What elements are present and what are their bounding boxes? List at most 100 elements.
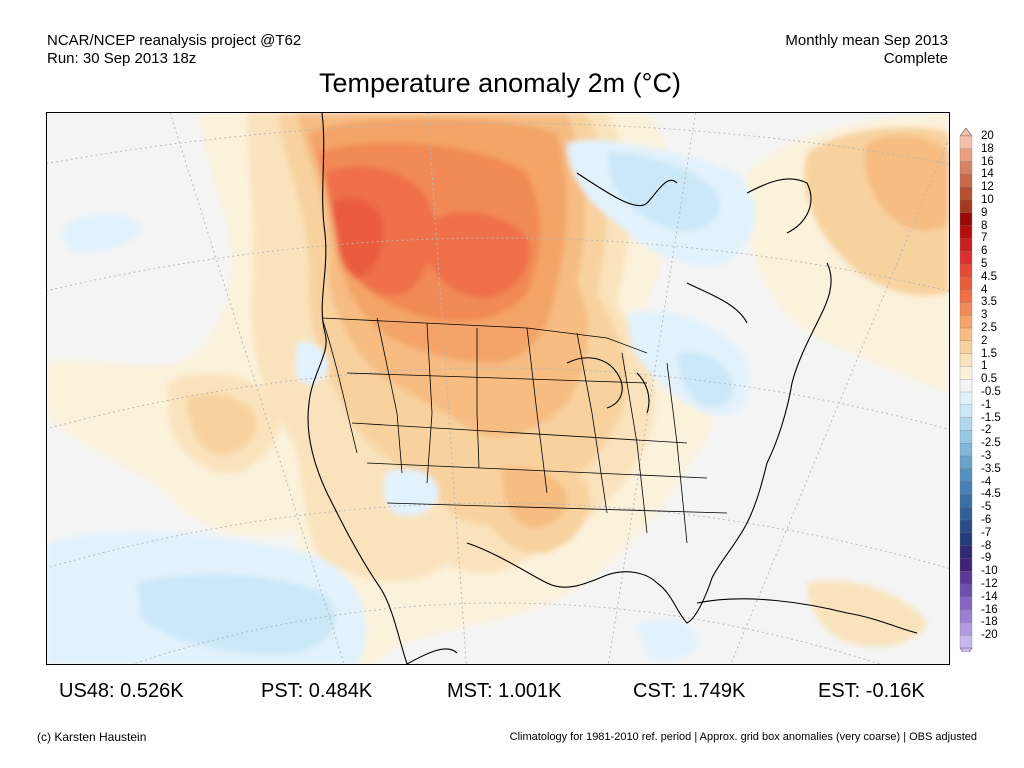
legend-label: 12	[981, 181, 994, 194]
header-right: Monthly mean Sep 2013 Complete	[785, 32, 948, 68]
legend-swatch	[959, 519, 973, 534]
stat-cst: CST: 1.749K	[633, 680, 746, 702]
legend-label: -10	[981, 565, 998, 578]
legend-label: 5	[981, 258, 988, 270]
legend-label: -2.5	[981, 437, 1001, 450]
legend-swatch	[959, 199, 973, 214]
graticule	[47, 113, 949, 664]
legend-label: -4	[981, 475, 992, 488]
legend-label: -4.5	[981, 488, 1001, 501]
legend-label: 9	[981, 206, 988, 219]
legend-label: -1	[981, 398, 992, 411]
legend-swatch	[959, 148, 973, 163]
legend-label: 4	[981, 283, 988, 296]
map-title: Temperature anomaly 2m (°C)	[319, 68, 681, 98]
stat-mst: MST: 1.001K	[447, 680, 562, 702]
cool-area-hudson-2	[607, 153, 720, 232]
legend-swatch	[959, 596, 973, 611]
warm-area-3-5b	[427, 212, 530, 298]
stat-pst: PST: 0.484K	[261, 680, 373, 702]
climatology-note: Climatology for 1981-2010 ref. period | …	[509, 731, 977, 743]
warm-area-pacific-2	[187, 394, 258, 455]
legend-swatch	[959, 417, 973, 431]
legend-label: 1.5	[981, 347, 997, 360]
legend-label: 8	[981, 219, 988, 232]
legend-label: -0.5	[981, 386, 1001, 398]
legend-swatch	[959, 404, 973, 419]
legend-label: 6	[981, 245, 988, 258]
legend-label: 3.5	[981, 296, 997, 309]
legend-swatch	[959, 263, 973, 278]
legend-label: -14	[981, 590, 998, 603]
legend-swatch	[959, 379, 973, 393]
legend-swatch	[959, 225, 973, 239]
legend-swatch	[959, 340, 973, 355]
legend-label: 14	[981, 168, 994, 181]
color-legend: 20 18 16 14 12 10 9 8 7 6 5 4.5 4 3.5 3 2.5 2 1.5 1 0.5 -0.5…	[959, 127, 1019, 657]
warm-area-caribbean	[807, 580, 927, 647]
legend-label: -12	[981, 578, 998, 590]
legend-arrow-bottom	[959, 647, 973, 657]
legend-label: -7	[981, 526, 992, 539]
legend-label: 4.5	[981, 270, 997, 283]
legend-swatch	[959, 532, 973, 547]
legend-swatch	[959, 353, 973, 367]
legend-swatch	[959, 366, 973, 380]
legend-swatch	[959, 212, 973, 227]
warm-area-atlantic-3	[865, 135, 949, 231]
legend-swatch	[959, 481, 973, 495]
legend-label: -2	[981, 424, 992, 437]
legend-swatch	[959, 327, 973, 342]
warm-area-4	[332, 198, 384, 278]
legend-label: 0.5	[981, 373, 997, 386]
legend-swatch	[959, 302, 973, 316]
legend-label: -18	[981, 616, 998, 629]
map-graphic	[47, 113, 949, 664]
legend-swatch	[959, 545, 973, 559]
legend-label: 18	[981, 142, 994, 155]
legend-colorbar	[959, 127, 973, 657]
legend-label: 20	[981, 130, 994, 142]
legend-swatch	[959, 251, 973, 265]
legend-label: -8	[981, 539, 992, 552]
legend-swatch	[959, 174, 973, 188]
cool-area-northeast-2	[677, 352, 734, 407]
status-label: Complete	[883, 50, 948, 67]
legend-label: -3	[981, 450, 992, 462]
legend-swatch	[959, 609, 973, 623]
cool-area-caribbean	[637, 619, 699, 661]
legend-swatch	[959, 315, 973, 329]
warm-area-texas-2	[502, 466, 568, 528]
legend-swatch	[959, 187, 973, 201]
legend-label: 1	[981, 360, 988, 373]
legend-swatch	[959, 583, 973, 598]
run-label: Run: 30 Sep 2013 18z	[47, 50, 197, 67]
legend-swatch	[959, 161, 973, 175]
anomaly-map	[46, 112, 950, 665]
legend-label: -5	[981, 501, 992, 514]
cool-area-west	[295, 342, 328, 385]
legend-swatch	[959, 455, 973, 470]
legend-label: -1.5	[981, 411, 1001, 424]
header-left: NCAR/NCEP reanalysis project @T62 Run: 3…	[47, 32, 301, 68]
legend-label: 2	[981, 334, 988, 347]
legend-swatch	[959, 468, 973, 483]
legend-swatch	[959, 238, 973, 252]
legend-label: -20	[981, 629, 998, 642]
legend-label: -3.5	[981, 462, 1001, 475]
model-label: NCAR/NCEP reanalysis project @T62	[47, 32, 302, 49]
legend-swatch	[959, 571, 973, 585]
period-label: Monthly mean Sep 2013	[785, 32, 948, 49]
cool-area-pacific-nw	[62, 213, 142, 253]
legend-label: 16	[981, 155, 994, 168]
regional-stats: US48: 0.526K PST: 0.484K MST: 1.001K CST…	[0, 680, 1024, 706]
legend-swatch	[959, 635, 973, 649]
legend-label: 10	[981, 194, 994, 206]
borders	[321, 317, 728, 544]
legend-label: -9	[981, 552, 992, 565]
stat-est: EST: -0.16K	[818, 680, 925, 702]
legend-label: -16	[981, 603, 998, 616]
legend-label: -6	[981, 514, 992, 526]
legend-swatch	[959, 391, 973, 406]
legend-swatch	[959, 430, 973, 444]
